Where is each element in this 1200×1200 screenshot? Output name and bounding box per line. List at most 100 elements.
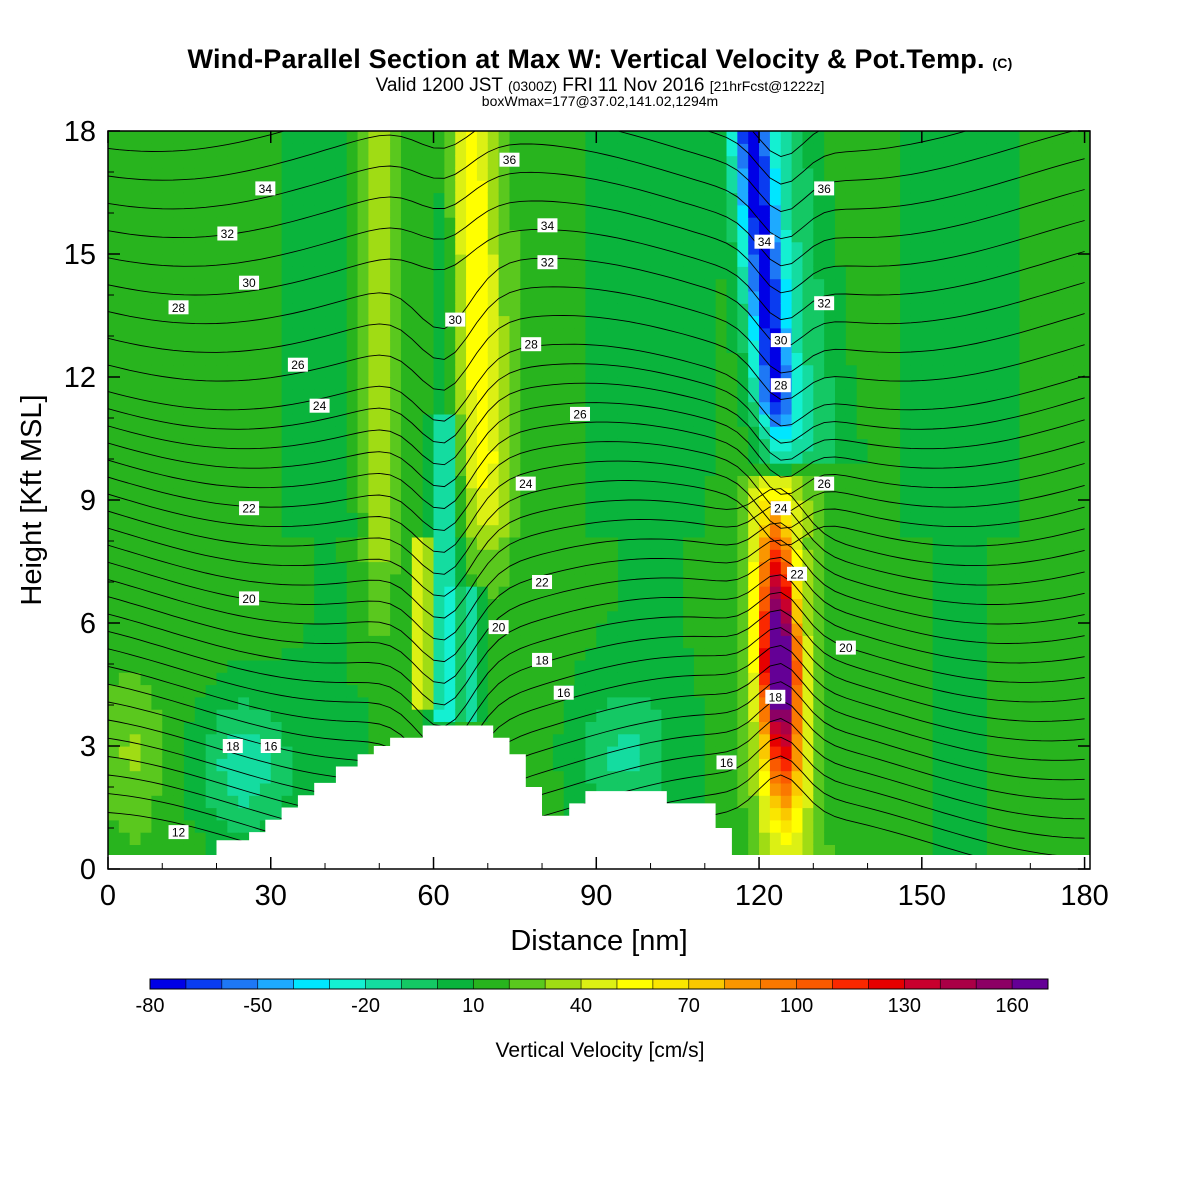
velocity-cell bbox=[400, 438, 413, 452]
velocity-cell bbox=[715, 696, 728, 710]
velocity-cell bbox=[292, 782, 304, 796]
velocity-cell bbox=[639, 204, 652, 218]
velocity-cell bbox=[227, 573, 239, 587]
velocity-cell bbox=[455, 340, 467, 353]
velocity-cell bbox=[357, 524, 370, 538]
velocity-cell bbox=[357, 377, 370, 390]
velocity-cell bbox=[585, 672, 597, 686]
velocity-cell bbox=[596, 709, 608, 722]
velocity-cell bbox=[476, 315, 489, 329]
velocity-cell bbox=[607, 426, 619, 440]
velocity-cell bbox=[227, 389, 239, 403]
velocity-cell bbox=[487, 266, 500, 280]
velocity-cell bbox=[455, 561, 467, 575]
velocity-cell bbox=[639, 635, 652, 649]
velocity-cell bbox=[531, 450, 543, 464]
velocity-cell bbox=[411, 327, 424, 341]
velocity-cell bbox=[954, 733, 966, 747]
velocity-cell bbox=[434, 857, 445, 870]
velocity-cell bbox=[824, 438, 836, 452]
velocity-cell bbox=[466, 586, 478, 599]
velocity-cell bbox=[585, 573, 597, 587]
velocity-cell bbox=[986, 389, 999, 403]
velocity-cell bbox=[151, 684, 163, 698]
velocity-cell bbox=[997, 192, 1010, 206]
velocity-cell bbox=[878, 229, 890, 243]
velocity-cell bbox=[433, 254, 445, 267]
velocity-cell bbox=[162, 561, 174, 575]
velocity-cell bbox=[878, 303, 890, 317]
velocity-cell bbox=[455, 192, 467, 206]
velocity-cell bbox=[509, 586, 521, 599]
velocity-cell bbox=[715, 573, 728, 587]
velocity-cell bbox=[379, 327, 391, 341]
velocity-cell bbox=[856, 844, 869, 855]
velocity-cell bbox=[856, 167, 869, 181]
velocity-cell bbox=[487, 573, 500, 587]
velocity-cell bbox=[726, 389, 738, 403]
velocity-cell bbox=[878, 549, 890, 563]
velocity-cell bbox=[249, 536, 261, 550]
velocity-cell bbox=[379, 229, 391, 243]
velocity-cell bbox=[683, 217, 695, 230]
velocity-cell bbox=[487, 180, 500, 194]
velocity-cell bbox=[769, 266, 782, 280]
velocity-cell bbox=[346, 266, 359, 280]
velocity-cell bbox=[303, 315, 315, 329]
velocity-cell bbox=[509, 524, 521, 538]
velocity-cell bbox=[368, 167, 380, 181]
velocity-cell bbox=[227, 241, 239, 255]
velocity-cell bbox=[976, 364, 988, 378]
velocity-cell bbox=[520, 315, 532, 329]
velocity-cell bbox=[661, 192, 673, 206]
velocity-cell bbox=[759, 315, 771, 329]
velocity-cell bbox=[520, 598, 532, 612]
velocity-cell bbox=[835, 623, 847, 636]
velocity-cell bbox=[813, 770, 825, 784]
velocity-cell bbox=[400, 586, 413, 599]
velocity-cell bbox=[162, 659, 174, 673]
velocity-cell bbox=[835, 475, 847, 489]
velocity-cell bbox=[531, 352, 543, 366]
velocity-cell bbox=[759, 389, 771, 403]
velocity-cell bbox=[303, 254, 315, 267]
velocity-cell bbox=[780, 450, 793, 464]
velocity-cell bbox=[118, 352, 131, 366]
velocity-cell bbox=[607, 377, 619, 390]
velocity-cell bbox=[889, 450, 901, 464]
velocity-cell bbox=[932, 450, 945, 464]
velocity-cell bbox=[639, 684, 652, 698]
velocity-cell bbox=[509, 463, 521, 476]
velocity-cell bbox=[270, 795, 283, 809]
velocity-cell bbox=[932, 204, 945, 218]
velocity-cell bbox=[205, 684, 218, 698]
velocity-cell bbox=[693, 204, 706, 218]
velocity-cell bbox=[650, 635, 662, 649]
velocity-cell bbox=[693, 536, 706, 550]
velocity-cell bbox=[748, 438, 760, 452]
velocity-cell bbox=[477, 857, 488, 870]
velocity-cell bbox=[683, 549, 695, 563]
velocity-cell bbox=[194, 819, 207, 833]
velocity-cell bbox=[411, 450, 424, 464]
velocity-cell bbox=[661, 573, 673, 587]
velocity-cell bbox=[607, 192, 619, 206]
velocity-cell bbox=[346, 487, 359, 501]
velocity-cell bbox=[335, 696, 348, 710]
velocity-cell bbox=[574, 266, 587, 280]
velocity-cell bbox=[509, 143, 521, 157]
velocity-cell bbox=[270, 672, 283, 686]
velocity-cell bbox=[954, 844, 966, 855]
velocity-cell bbox=[997, 635, 1010, 649]
velocity-cell bbox=[661, 549, 673, 563]
velocity-cell bbox=[303, 167, 315, 181]
velocity-cell bbox=[140, 204, 153, 218]
velocity-cell bbox=[346, 315, 359, 329]
velocity-cell bbox=[238, 241, 250, 255]
velocity-cell bbox=[759, 475, 771, 489]
velocity-cell bbox=[325, 364, 337, 378]
velocity-cell bbox=[769, 450, 782, 464]
velocity-cell bbox=[520, 672, 532, 686]
velocity-cell bbox=[552, 696, 565, 710]
velocity-cell bbox=[281, 155, 294, 169]
